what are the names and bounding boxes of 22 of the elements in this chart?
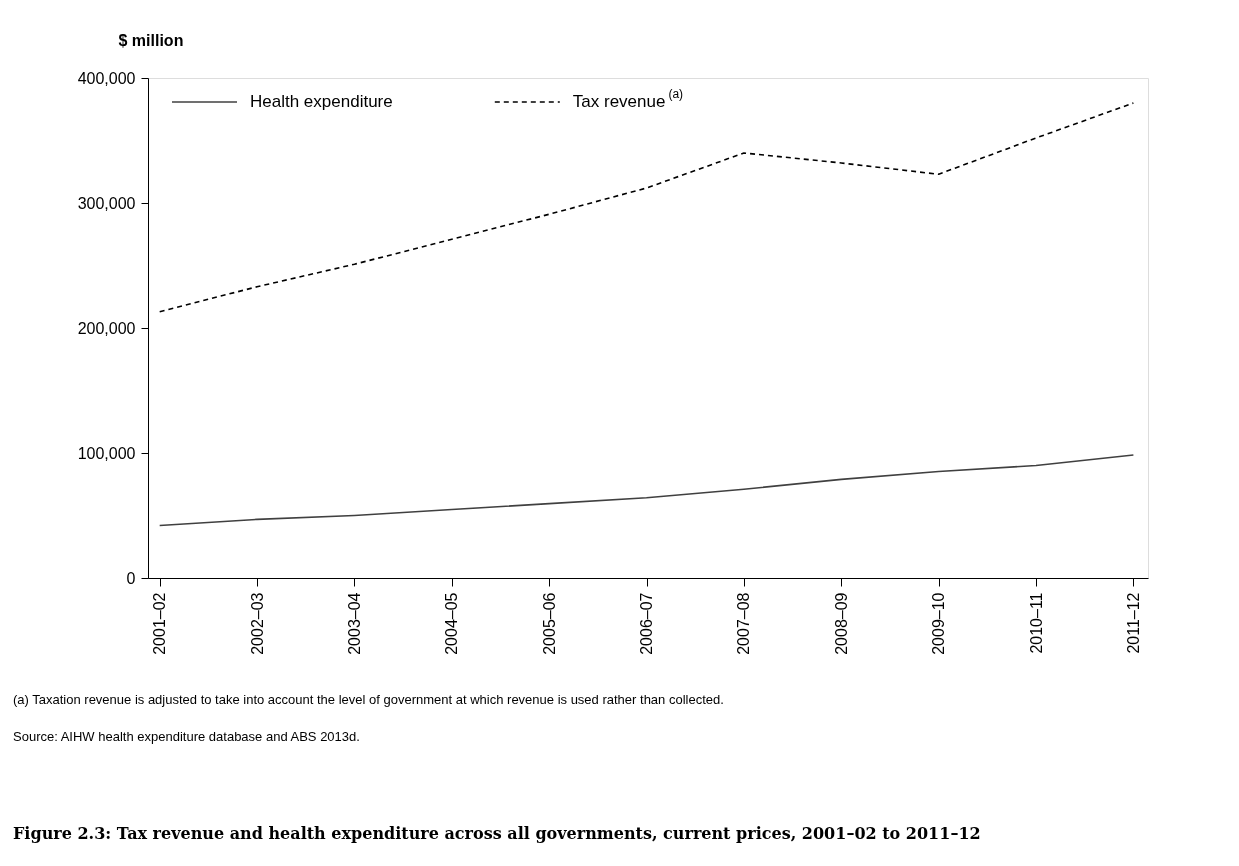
y-tick-label: 200,000 (77, 319, 136, 337)
y-tick-label: 100,000 (77, 444, 136, 462)
x-tick-label: 2006–07 (638, 592, 656, 655)
line-series (158, 454, 1135, 527)
y-tick-label: 0 (126, 569, 136, 587)
text: (a) Taxation revenue is adjusted to take into account the level of government at which revenue is used rather than collected. (13, 692, 724, 707)
x-tick-label: 2001–02 (151, 592, 169, 655)
x-tick-label: 2003–04 (345, 592, 363, 655)
text: Figure 2.3: Tax revenue and health expenditure across all governments, current prices, 2001–02 to 2011–12 (13, 824, 981, 843)
y-tick-label: 300,000 (77, 194, 136, 212)
source-note: Source: AIHW health expenditure database and ABS 2013d. (13, 729, 360, 744)
x-tick-label: 2009–10 (930, 592, 948, 655)
x-tick-label: 2004–05 (443, 592, 461, 655)
x-tick-label: 2007–08 (735, 592, 753, 655)
x-tick-label: 2005–06 (540, 592, 558, 655)
x-tick-label: 2011–12 (1124, 592, 1142, 654)
x-tick-label: 2010–11 (1027, 592, 1045, 654)
x-tick-label: 2008–09 (832, 592, 850, 655)
x-tick-label: 2002–03 (248, 592, 266, 655)
y-tick-label: 400,000 (77, 69, 136, 87)
legend-label: Health expenditure (250, 92, 393, 111)
y-axis-title: $ million (118, 31, 184, 49)
